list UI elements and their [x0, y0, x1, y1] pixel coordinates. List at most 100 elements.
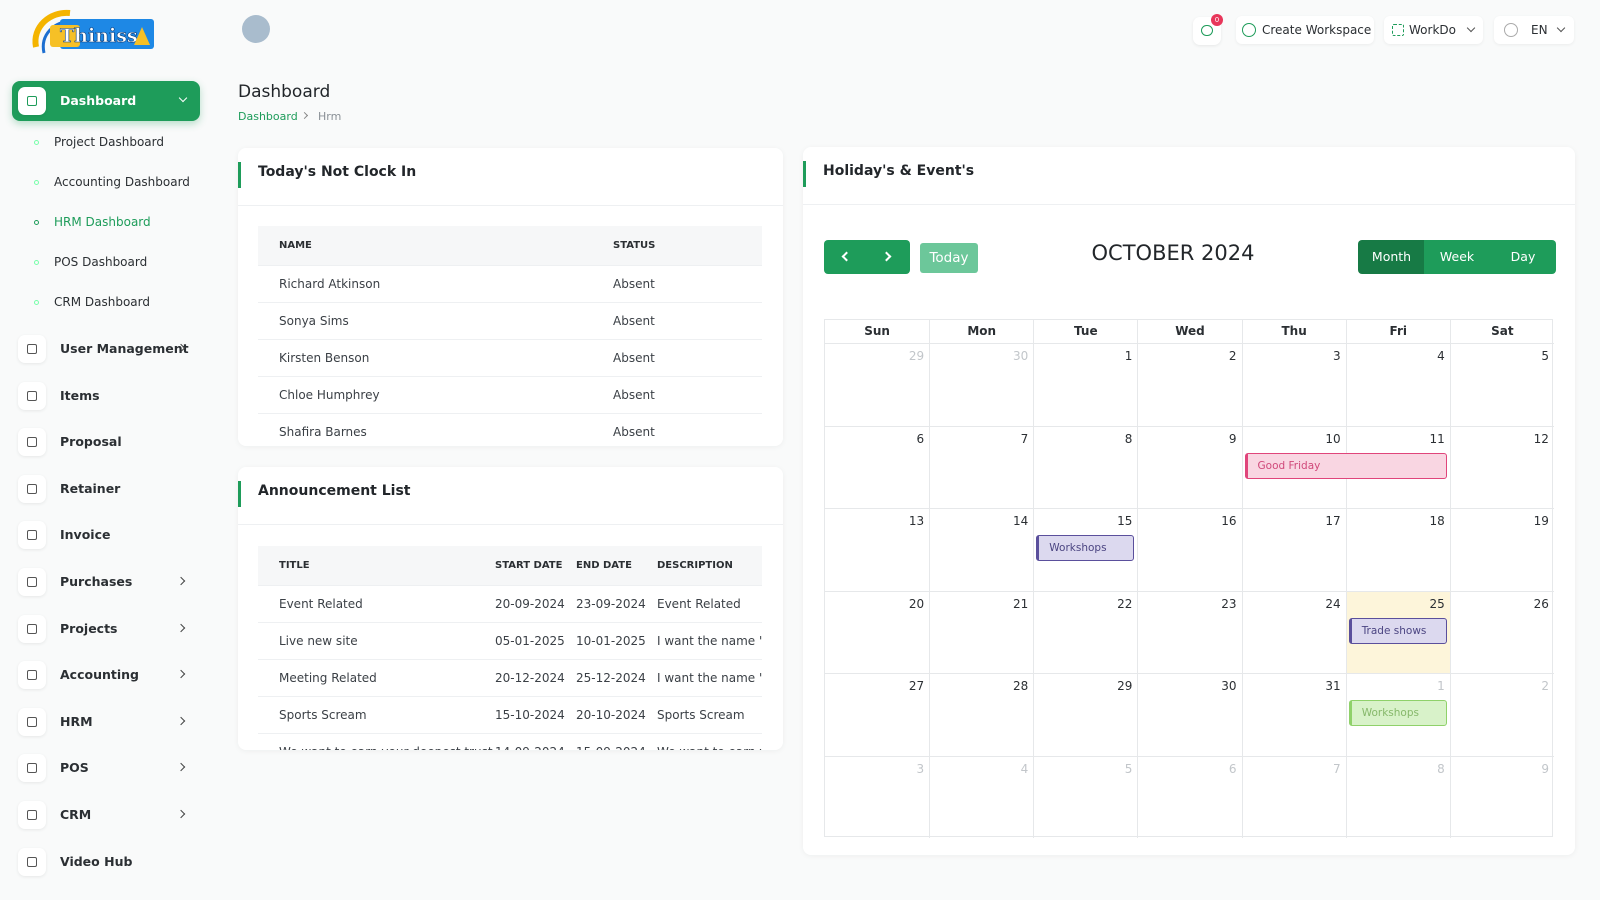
day-number: 17: [1325, 514, 1341, 528]
table-cell: 20-12-2024: [495, 671, 565, 685]
day-cell[interactable]: 29: [825, 343, 930, 426]
day-cell[interactable]: 1: [1345, 673, 1450, 756]
submenu-item[interactable]: Project Dashboard: [30, 125, 200, 161]
submenu-item[interactable]: HRM Dashboard: [30, 205, 200, 241]
chat-icon: [1201, 25, 1213, 36]
card-title: Today's Not Clock In: [258, 164, 417, 180]
day-cell[interactable]: 29: [1033, 673, 1138, 756]
nav-item[interactable]: Video Hub: [12, 842, 200, 882]
chevron: [176, 576, 186, 586]
workspace-dropdown[interactable]: WorkDo: [1384, 16, 1483, 44]
day-cell[interactable]: 28: [929, 673, 1034, 756]
day-cell[interactable]: 16: [1137, 508, 1242, 591]
nav-item[interactable]: User Management: [12, 329, 200, 369]
day-cell[interactable]: 14: [929, 508, 1034, 591]
calendar-event[interactable]: Good Friday: [1244, 452, 1447, 479]
day-cell[interactable]: 2: [1137, 343, 1242, 426]
globe-icon: [1504, 23, 1518, 37]
nav-item[interactable]: Invoice: [12, 515, 200, 555]
today-button[interactable]: Today: [920, 243, 978, 273]
day-cell[interactable]: 19: [1449, 508, 1554, 591]
day-cell[interactable]: 3: [1241, 343, 1346, 426]
nav-item[interactable]: Projects: [12, 609, 200, 649]
day-cell[interactable]: 8: [1345, 755, 1450, 838]
day-cell[interactable]: 9: [1449, 755, 1554, 838]
submenu-item[interactable]: CRM Dashboard: [30, 285, 200, 321]
nav-item-active[interactable]: Dashboard: [12, 81, 200, 121]
nav-icon-glyph: [27, 437, 37, 448]
breadcrumb-separator: [300, 111, 309, 120]
table-cell: Absent: [613, 277, 655, 291]
notification-button[interactable]: 0: [1193, 14, 1223, 45]
nav-item[interactable]: Items: [12, 376, 200, 416]
next-button[interactable]: [867, 240, 910, 274]
day-cell[interactable]: 30: [929, 343, 1034, 426]
language-dropdown[interactable]: EN: [1494, 16, 1574, 44]
day-cell[interactable]: 10: [1241, 425, 1346, 508]
calendar-event[interactable]: Workshops: [1348, 700, 1447, 726]
breadcrumb-item[interactable]: Dashboard: [238, 110, 298, 123]
day-cell[interactable]: 2: [1449, 673, 1554, 756]
day-cell[interactable]: 4: [929, 755, 1034, 838]
day-cell[interactable]: 20: [825, 590, 930, 674]
day-cell[interactable]: 12: [1449, 425, 1554, 508]
nav-item[interactable]: HRM: [12, 702, 200, 742]
day-cell[interactable]: 24: [1241, 590, 1346, 673]
row-divider: [258, 659, 762, 660]
table-cell: We want to earn yo: [657, 745, 762, 750]
day-cell[interactable]: 13: [825, 508, 930, 591]
avatar[interactable]: [242, 15, 270, 43]
calendar-event[interactable]: Workshops: [1036, 535, 1135, 561]
day-cell[interactable]: 5: [1033, 755, 1138, 838]
day-number: 8: [1437, 761, 1445, 776]
day-number: 28: [1012, 679, 1029, 693]
day-cell[interactable]: 1: [1033, 343, 1138, 426]
day-number: 10: [1325, 431, 1341, 446]
nav-icon: [18, 661, 46, 690]
view-button[interactable]: Week: [1424, 240, 1490, 274]
day-cell[interactable]: 9: [1137, 425, 1242, 508]
day-number: 11: [1429, 431, 1445, 446]
nav-item[interactable]: CRM: [12, 795, 200, 835]
day-cell[interactable]: 17: [1241, 508, 1346, 591]
day-cell[interactable]: 27: [825, 673, 930, 756]
day-cell[interactable]: 30: [1137, 673, 1242, 756]
nav-item[interactable]: Accounting: [12, 655, 200, 695]
day-cell[interactable]: 7: [929, 425, 1034, 508]
day-number: 25: [1429, 596, 1445, 611]
chevron: [176, 669, 186, 679]
day-cell[interactable]: 15: [1033, 508, 1138, 591]
day-cell[interactable]: 21: [929, 590, 1034, 673]
day-cell[interactable]: 6: [825, 425, 930, 509]
day-cell[interactable]: 22: [1033, 590, 1138, 673]
day-number: 15: [1117, 514, 1133, 528]
nav-item[interactable]: Purchases: [12, 562, 200, 602]
calendar-event[interactable]: Trade shows: [1348, 617, 1447, 644]
day-number: 12: [1533, 431, 1549, 446]
day-cell[interactable]: 23: [1137, 590, 1242, 673]
submenu-label: HRM Dashboard: [54, 215, 151, 229]
submenu-item[interactable]: POS Dashboard: [30, 245, 200, 281]
day-cell[interactable]: 5: [1449, 343, 1554, 426]
day-cell[interactable]: 3: [825, 755, 930, 839]
day-cell[interactable]: 4: [1345, 343, 1450, 426]
view-button[interactable]: Day: [1490, 240, 1556, 274]
day-cell[interactable]: 18: [1345, 508, 1450, 591]
nav-item[interactable]: Retainer: [12, 469, 200, 509]
prev-button[interactable]: [824, 240, 867, 274]
table-header-bg: [258, 226, 762, 265]
view-button[interactable]: Month: [1358, 240, 1425, 274]
nav-label: CRM: [60, 807, 92, 822]
day-cell[interactable]: 8: [1033, 425, 1138, 508]
submenu-item[interactable]: Accounting Dashboard: [30, 165, 200, 201]
day-cell[interactable]: 6: [1137, 755, 1242, 838]
nav-item[interactable]: POS: [12, 748, 200, 788]
submenu-label: Project Dashboard: [54, 135, 164, 149]
day-cell[interactable]: 31: [1241, 673, 1346, 756]
create-workspace-button[interactable]: Create Workspace: [1236, 16, 1374, 44]
nav-item[interactable]: Proposal: [12, 422, 200, 462]
day-cell[interactable]: 26: [1449, 590, 1554, 673]
table-cell: Absent: [613, 388, 655, 402]
day-cell[interactable]: 7: [1241, 755, 1346, 838]
logo[interactable]: Thiniss: [30, 7, 158, 61]
